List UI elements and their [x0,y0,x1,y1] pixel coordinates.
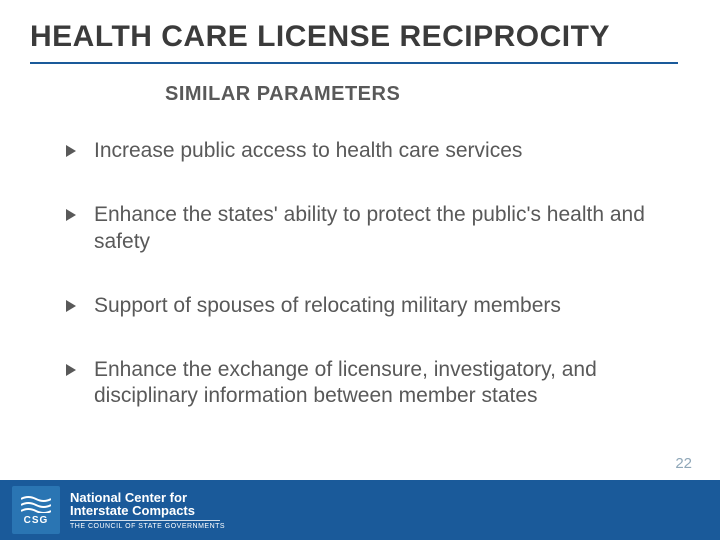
bullet-text: Increase public access to health care se… [94,138,660,164]
logo-divider [70,520,220,521]
page-number: 22 [675,455,692,472]
arrow-bullet-icon [64,298,80,314]
bullet-text: Support of spouses of relocating militar… [94,293,660,319]
logo-line1: National Center for [70,491,225,504]
footer-band: CSG National Center for Interstate Compa… [0,480,720,540]
footer-logo: CSG National Center for Interstate Compa… [12,486,225,534]
arrow-bullet-icon [64,362,80,378]
bullet-item: Support of spouses of relocating militar… [64,293,660,319]
bullet-item: Enhance the states' ability to protect t… [64,202,660,255]
bullet-text: Enhance the exchange of licensure, inves… [94,357,660,410]
arrow-bullet-icon [64,143,80,159]
slide: HEALTH CARE LICENSE RECIPROCITY SIMILAR … [0,0,720,540]
title-underline [30,62,678,64]
bullet-list: Increase public access to health care se… [64,138,660,410]
slide-title: HEALTH CARE LICENSE RECIPROCITY [30,20,690,54]
bullet-text: Enhance the states' ability to protect t… [94,202,660,255]
bullet-item: Increase public access to health care se… [64,138,660,164]
logo-line2: Interstate Compacts [70,504,225,517]
logo-line3: THE COUNCIL OF STATE GOVERNMENTS [70,523,225,530]
logo-text-block: National Center for Interstate Compacts … [70,491,225,530]
arrow-bullet-icon [64,207,80,223]
slide-subtitle: SIMILAR PARAMETERS [165,83,400,106]
bullet-item: Enhance the exchange of licensure, inves… [64,357,660,410]
csg-badge-icon: CSG [12,486,60,534]
csg-badge-text: CSG [24,515,49,526]
